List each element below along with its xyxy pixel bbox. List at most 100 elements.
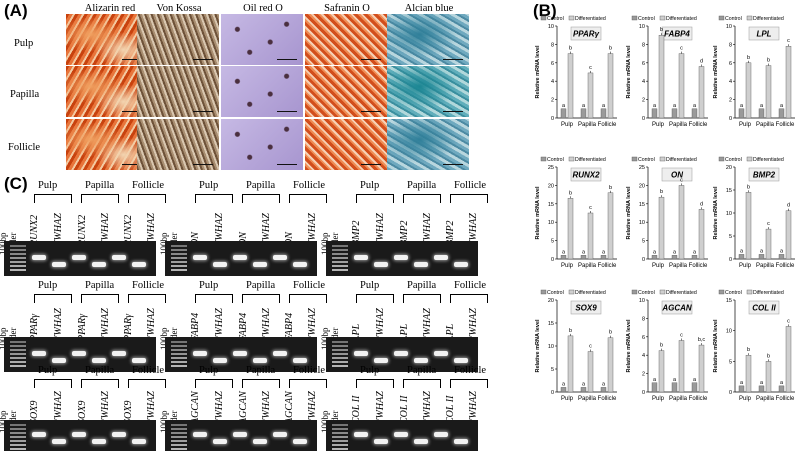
y-tick-label: 15 <box>639 202 645 208</box>
legend-swatch-differentiated <box>659 156 666 162</box>
significance-letter-differentiated: b <box>747 55 750 61</box>
group-label-pulp: Pulp <box>199 280 219 291</box>
y-axis-label: Relative mRNA level <box>713 186 719 239</box>
group-bracket <box>34 379 72 388</box>
group-label-follicle: Follicle <box>454 180 487 191</box>
significance-letter-differentiated: b <box>660 343 663 349</box>
ladder-band <box>332 444 348 446</box>
gel-fabp4 <box>165 337 317 372</box>
ladder-band <box>171 341 187 343</box>
band-ppar- <box>112 350 126 356</box>
significance-letter-differentiated: c <box>787 318 790 324</box>
band-ywhaz <box>132 357 146 363</box>
band-lpl <box>354 350 368 356</box>
band-fabp4 <box>273 350 287 356</box>
group-label-follicle: Follicle <box>132 365 165 376</box>
bar-differentiated-papilla <box>587 72 594 119</box>
chart-title: AGCAN <box>661 304 692 313</box>
bar-differentiated-follicle <box>785 210 792 260</box>
ladder-band <box>332 345 348 347</box>
group-bracket <box>450 294 488 303</box>
tissue-label-pulp: Pulp <box>14 38 34 49</box>
significance-letter-differentiated: b <box>569 46 572 52</box>
band-ywhaz <box>52 357 66 363</box>
significance-letter-differentiated: b <box>569 190 572 196</box>
bar-control-follicle <box>600 255 607 260</box>
ladder-band <box>171 444 187 446</box>
band-ywhaz <box>132 438 146 444</box>
band-sox9 <box>32 431 46 437</box>
y-axis-label: Relative mRNA level <box>626 186 632 239</box>
legend-swatch-control <box>718 15 725 21</box>
ladder-band <box>332 349 348 351</box>
bar-control-pulp <box>560 108 567 119</box>
group-label-papilla: Papilla <box>85 180 115 191</box>
chart-title-box <box>570 167 602 182</box>
y-tick-label: 20 <box>726 165 732 171</box>
legend-swatch-control <box>718 156 725 162</box>
ladder-band <box>10 265 26 267</box>
chart-title: COL II <box>752 304 776 313</box>
band-fabp4 <box>193 350 207 356</box>
ladder-band <box>171 345 187 347</box>
chart-agcan: Control Differentiated AGCAN Relative mRNA … <box>626 289 708 402</box>
chart-lpl: Control Differentiated LPL Relative mRNA le… <box>713 15 795 128</box>
ladder-band <box>332 257 348 259</box>
band-ywhaz <box>92 261 106 267</box>
band-ywhaz <box>454 357 468 363</box>
chart-title-box <box>661 26 693 41</box>
group-label-follicle: Follicle <box>132 180 165 191</box>
ladder-band <box>332 440 348 442</box>
scale-bar <box>122 163 142 165</box>
significance-letter-differentiated: b <box>747 347 750 353</box>
band-ywhaz <box>293 357 307 363</box>
band-bmp2 <box>354 254 368 260</box>
y-tick-label: 15 <box>548 321 554 327</box>
bar-control-papilla <box>758 108 765 119</box>
ladder-band <box>171 357 187 359</box>
y-tick-label: 25 <box>548 165 554 171</box>
group-bracket <box>356 294 394 303</box>
bar-differentiated-pulp <box>567 198 574 260</box>
micrograph-safranin-follicle <box>305 119 387 170</box>
group-label-papilla: Papilla <box>407 180 437 191</box>
y-tick-label: 4 <box>551 79 554 85</box>
scale-bar <box>443 58 463 60</box>
stain-header-safranin: Safranin O <box>324 3 370 14</box>
group-bracket <box>403 194 441 203</box>
band-ywhaz <box>414 438 428 444</box>
legend-swatch-differentiated <box>568 15 575 21</box>
group-bracket <box>242 379 280 388</box>
band-ywhaz <box>374 261 388 267</box>
y-tick-label: 0 <box>551 116 554 122</box>
significance-letter-differentiated: b <box>609 46 612 52</box>
scale-bar <box>122 110 142 112</box>
group-label-follicle: Follicle <box>293 280 326 291</box>
ladder-band <box>10 257 26 259</box>
significance-letter-differentiated: d <box>700 58 703 64</box>
band-ywhaz <box>414 261 428 267</box>
bar-control-papilla <box>580 255 587 260</box>
chart-title-box <box>570 300 602 315</box>
group-label-pulp: Pulp <box>199 365 219 376</box>
group-bracket <box>195 379 233 388</box>
y-tick-label: 20 <box>548 183 554 189</box>
significance-letter-control: a <box>673 103 677 109</box>
significance-letter-control: a <box>562 381 566 387</box>
legend-swatch-differentiated <box>568 289 575 295</box>
scale-bar <box>443 163 463 165</box>
ladder-band <box>332 361 348 363</box>
y-tick-label: 10 <box>548 24 554 30</box>
ladder-band <box>10 357 26 359</box>
chart-sox9: Control Differentiated SOX9 Relative mRNA l… <box>535 289 617 402</box>
bar-differentiated-follicle <box>785 326 792 393</box>
y-tick-label: 0 <box>729 116 732 122</box>
bar-control-pulp <box>651 255 658 260</box>
significance-letter-differentiated: d <box>787 203 790 209</box>
x-tick-label: Follicle <box>598 263 617 269</box>
ladder-band <box>332 357 348 359</box>
x-tick-label: Papilla <box>756 396 775 402</box>
ladder-band <box>171 440 187 442</box>
group-bracket <box>128 194 166 203</box>
